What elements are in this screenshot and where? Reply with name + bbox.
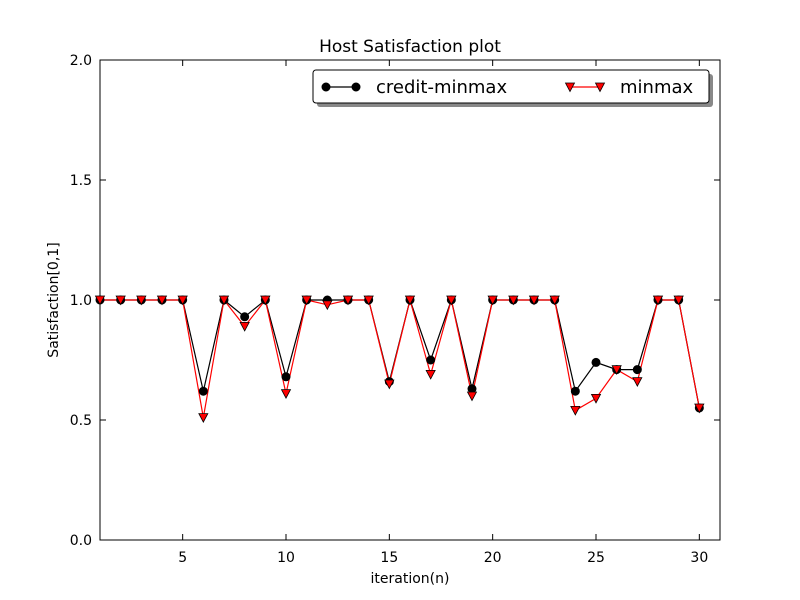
- x-tick-label: 10: [277, 550, 295, 566]
- chart-title: Host Satisfaction plot: [319, 37, 501, 57]
- data-point-minmax: [508, 295, 519, 306]
- legend-marker-credit-minmax: [321, 82, 331, 92]
- data-point-minmax: [549, 295, 560, 306]
- data-point-credit-minmax: [591, 357, 601, 367]
- data-point-credit-minmax: [467, 384, 477, 394]
- data-point-minmax: [384, 379, 395, 390]
- data-point-minmax: [425, 369, 436, 380]
- data-point-minmax: [694, 403, 705, 414]
- axis-ticks: 5 10 15 20 25 30 0.0 0.5 1.0 1.5 2.0: [70, 53, 720, 566]
- data-point-credit-minmax: [240, 312, 250, 322]
- data-point-minmax: [136, 295, 147, 306]
- data-point-credit-minmax: [198, 386, 208, 396]
- legend-box: [312, 69, 710, 104]
- data-point-minmax: [177, 295, 188, 306]
- data-point-minmax: [115, 295, 126, 306]
- data-point-credit-minmax: [570, 386, 580, 396]
- data-point-minmax: [94, 295, 106, 306]
- legend-marker-minmax: [564, 82, 576, 93]
- y-tick-label: 1.5: [70, 173, 92, 189]
- data-point-minmax: [466, 391, 478, 402]
- y-tick-label: 0.5: [70, 413, 92, 429]
- data-point-minmax: [363, 295, 374, 306]
- data-point-minmax: [632, 377, 643, 387]
- legend-label-credit-minmax: credit-minmax: [376, 77, 507, 98]
- legend-items: credit-minmax minmax: [321, 77, 694, 98]
- data-point-credit-minmax: [426, 355, 436, 365]
- x-axis-label: iteration(n): [371, 571, 450, 587]
- data-point-minmax: [528, 295, 540, 306]
- legend-marker-minmax: [594, 82, 606, 93]
- data-point-minmax: [611, 365, 622, 375]
- x-tick-label: 20: [484, 550, 502, 566]
- y-tick-label: 0.0: [70, 533, 92, 549]
- data-point-minmax: [280, 389, 292, 399]
- data-point-minmax: [652, 295, 664, 306]
- data-point-minmax: [570, 405, 581, 416]
- plot-area: 5 10 15 20 25 30 0.0 0.5 1.0 1.5 2.0: [70, 53, 721, 566]
- data-point-minmax: [156, 295, 168, 306]
- data-point-minmax: [322, 300, 333, 311]
- data-point-minmax: [673, 295, 684, 306]
- data-point-minmax: [218, 295, 230, 306]
- x-tick-label: 25: [587, 550, 605, 566]
- x-tick-label: 15: [380, 550, 398, 566]
- data-point-minmax: [198, 413, 209, 423]
- data-point-minmax: [487, 295, 498, 306]
- legend-label-minmax: minmax: [620, 77, 694, 98]
- data-point-minmax: [590, 393, 602, 404]
- y-tick-label: 1.0: [70, 293, 92, 309]
- data-point-minmax: [239, 321, 250, 332]
- data-point-credit-minmax: [632, 365, 642, 375]
- x-tick-label: 30: [690, 550, 708, 566]
- y-axis-label: Satisfaction[0,1]: [46, 242, 62, 357]
- series-markers: [94, 295, 705, 423]
- x-tick-label: 5: [178, 550, 187, 566]
- data-point-credit-minmax: [281, 372, 291, 382]
- data-point-minmax: [260, 295, 271, 306]
- data-point-minmax: [446, 295, 457, 306]
- data-point-minmax: [301, 295, 312, 306]
- legend: credit-minmax minmax: [312, 69, 713, 107]
- series-line-minmax: [100, 297, 700, 418]
- data-point-minmax: [404, 295, 416, 306]
- data-point-minmax: [342, 295, 354, 306]
- legend-marker-credit-minmax: [351, 82, 361, 92]
- y-tick-label: 2.0: [70, 53, 92, 69]
